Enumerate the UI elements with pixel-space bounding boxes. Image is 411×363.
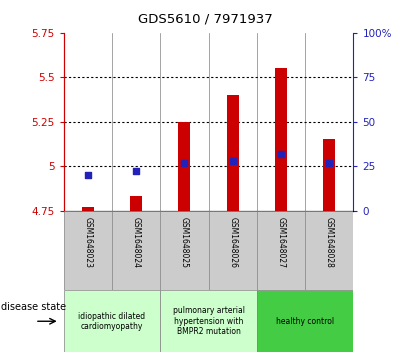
Text: healthy control: healthy control xyxy=(276,317,334,326)
Bar xyxy=(323,139,335,211)
Bar xyxy=(275,68,287,211)
Text: pulmonary arterial
hypertension with
BMPR2 mutation: pulmonary arterial hypertension with BMP… xyxy=(173,306,245,336)
Bar xyxy=(257,290,353,352)
Text: GSM1648023: GSM1648023 xyxy=(83,217,92,268)
Bar xyxy=(160,290,257,352)
Point xyxy=(133,168,139,174)
Point xyxy=(85,172,91,178)
Bar xyxy=(130,196,142,211)
Text: GSM1648024: GSM1648024 xyxy=(132,217,141,268)
Bar xyxy=(227,95,239,211)
Point xyxy=(278,151,284,156)
Text: disease state: disease state xyxy=(1,302,66,312)
Text: GSM1648027: GSM1648027 xyxy=(277,217,286,268)
Text: GSM1648028: GSM1648028 xyxy=(325,217,334,268)
Point xyxy=(181,160,188,166)
Point xyxy=(326,160,332,166)
Bar xyxy=(64,290,160,352)
Bar xyxy=(178,122,190,211)
Text: GSM1648026: GSM1648026 xyxy=(228,217,237,268)
Point xyxy=(229,158,236,164)
Text: GSM1648025: GSM1648025 xyxy=(180,217,189,268)
Text: GDS5610 / 7971937: GDS5610 / 7971937 xyxy=(138,13,273,26)
Text: idiopathic dilated
cardiomyopathy: idiopathic dilated cardiomyopathy xyxy=(79,311,145,331)
Bar xyxy=(82,207,94,211)
